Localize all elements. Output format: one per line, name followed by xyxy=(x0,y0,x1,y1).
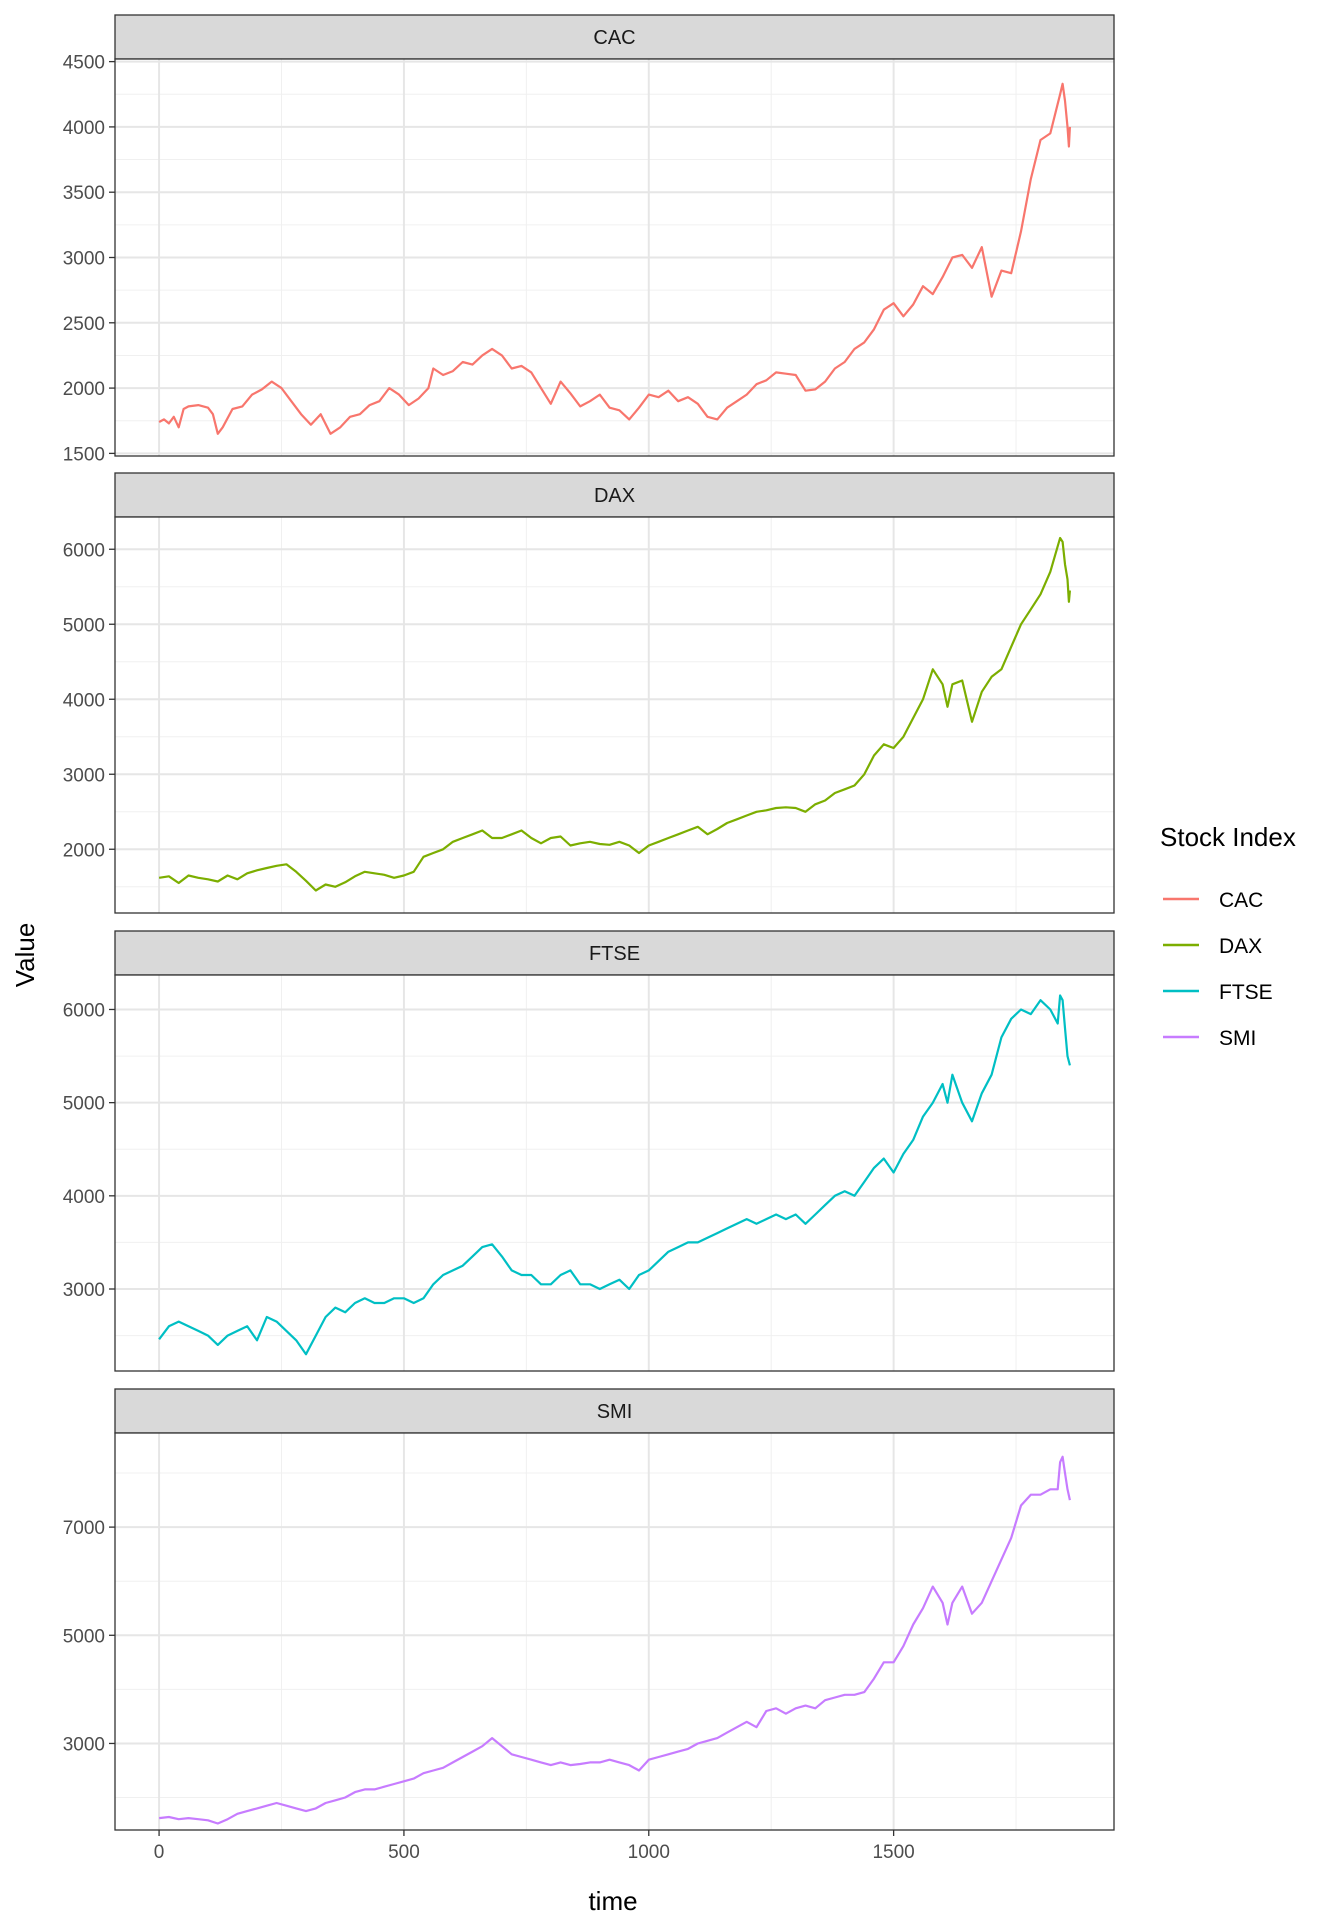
y-tick-label: 3000 xyxy=(63,1280,105,1301)
series-line-ftse xyxy=(158,994,1071,1356)
x-tick-label: 500 xyxy=(388,1842,420,1863)
legend-title: Stock Index xyxy=(1160,822,1296,852)
strip-smi xyxy=(114,1388,1115,1434)
x-tick-label: 0 xyxy=(154,1842,165,1863)
panel-cac: CAC 1500 2000 2500 3000 3500 4000 4500 xyxy=(63,14,1115,465)
x-axis: 0 500 1000 1500 xyxy=(154,1830,915,1863)
y-tick-label: 4000 xyxy=(63,690,105,711)
series-line-dax xyxy=(158,536,1071,892)
legend-label: SMI xyxy=(1219,1027,1256,1050)
x-axis-title: time xyxy=(588,1886,637,1916)
panel-border xyxy=(114,516,1115,914)
y-tick-label: 4000 xyxy=(63,118,105,139)
legend-item-dax: DAX xyxy=(1163,935,1262,958)
strip-ftse xyxy=(114,930,1115,976)
strip-label: CAC xyxy=(593,27,635,49)
legend-label: CAC xyxy=(1219,889,1263,912)
y-tick-label: 2000 xyxy=(63,379,105,400)
legend-items: CAC DAX FTSE SMI xyxy=(1163,889,1273,1050)
y-tick-label: 3000 xyxy=(63,1734,105,1755)
legend-label: DAX xyxy=(1219,935,1262,958)
panel-border xyxy=(114,974,1115,1372)
panel-dax: DAX 2000 3000 4000 5000 6000 xyxy=(63,472,1115,914)
strip-label: DAX xyxy=(594,485,635,507)
strip-cac xyxy=(114,14,1115,60)
panel-border xyxy=(114,1432,1115,1831)
strip-label: FTSE xyxy=(589,943,640,965)
panel-background xyxy=(115,975,1114,1371)
y-tick-label: 3000 xyxy=(63,765,105,786)
panel-ftse: FTSE 3000 4000 5000 6000 xyxy=(63,930,1115,1372)
y-tick-label: 5000 xyxy=(63,1626,105,1647)
y-tick-label: 5000 xyxy=(63,615,105,636)
facet-panels: CAC 1500 2000 2500 3000 3500 4000 4500 DAX 2000 30… xyxy=(63,14,1115,1831)
y-tick-label: 3000 xyxy=(63,249,105,270)
legend-item-cac: CAC xyxy=(1163,889,1263,912)
y-tick-label: 6000 xyxy=(63,540,105,561)
y-tick-label: 4000 xyxy=(63,1187,105,1208)
series-line-smi xyxy=(158,1455,1071,1825)
y-axis-title: Value xyxy=(10,923,40,988)
legend-label: FTSE xyxy=(1219,981,1273,1004)
y-tick-label: 2000 xyxy=(63,840,105,861)
x-tick-label: 1500 xyxy=(872,1842,914,1863)
series-line-cac xyxy=(158,82,1071,435)
legend-item-smi: SMI xyxy=(1163,1027,1256,1050)
panel-background xyxy=(115,1433,1114,1830)
legend-item-ftse: FTSE xyxy=(1163,981,1273,1004)
panel-background xyxy=(115,517,1114,913)
strip-dax xyxy=(114,472,1115,518)
panel-smi: SMI 3000 5000 7000 xyxy=(63,1388,1115,1831)
y-tick-label: 5000 xyxy=(63,1094,105,1115)
y-tick-label: 7000 xyxy=(63,1518,105,1539)
y-tick-label: 1500 xyxy=(63,444,105,465)
legend: Stock Index CAC DAX FTSE SMI xyxy=(1160,822,1296,1050)
y-tick-label: 2500 xyxy=(63,314,105,335)
x-tick-label: 1000 xyxy=(628,1842,670,1863)
y-tick-label: 6000 xyxy=(63,1000,105,1021)
y-tick-label: 3500 xyxy=(63,183,105,204)
strip-label: SMI xyxy=(597,1401,633,1423)
y-tick-label: 4500 xyxy=(63,53,105,74)
